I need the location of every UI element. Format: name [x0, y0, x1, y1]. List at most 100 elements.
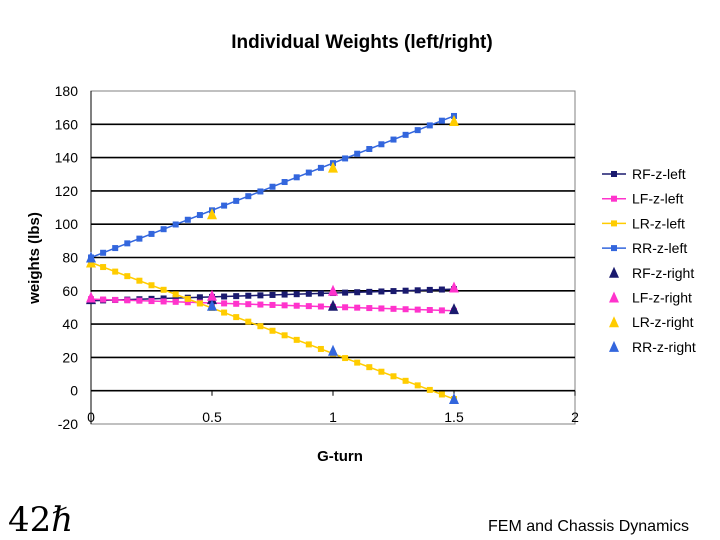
data-point — [426, 307, 433, 314]
x-tick-label: 2 — [571, 409, 579, 425]
x-axis-label: G-turn — [317, 448, 363, 465]
data-point — [449, 114, 459, 126]
data-point — [100, 264, 107, 271]
data-point — [305, 303, 312, 310]
x-tick-label: 1.5 — [444, 409, 464, 425]
data-point — [328, 344, 338, 356]
data-point — [124, 273, 131, 280]
data-point — [257, 188, 264, 195]
data-point — [148, 230, 155, 237]
data-point — [305, 341, 312, 348]
data-point — [414, 127, 421, 134]
data-point — [305, 169, 312, 176]
data-point — [328, 161, 338, 173]
data-point — [136, 297, 143, 304]
data-point — [438, 307, 445, 314]
legend-label: RF-z-left — [632, 166, 686, 182]
data-point — [366, 305, 373, 312]
legend-label: LF-z-right — [632, 290, 692, 306]
data-point — [426, 122, 433, 129]
x-tick-label: 0.5 — [202, 409, 222, 425]
data-point — [438, 286, 445, 293]
data-point — [281, 179, 288, 186]
data-point — [112, 296, 119, 303]
data-point — [354, 150, 361, 157]
legend-item: RR-z-left — [602, 240, 687, 256]
legend-label: LR-z-left — [632, 215, 685, 231]
data-point — [342, 155, 349, 162]
legend-swatch-marker — [611, 195, 617, 202]
data-point — [354, 359, 361, 366]
data-point — [317, 164, 324, 171]
data-point — [449, 281, 459, 293]
data-point — [233, 314, 240, 321]
y-tick-label: 120 — [55, 183, 79, 199]
data-point — [402, 131, 409, 138]
data-point — [221, 300, 228, 307]
data-point — [112, 268, 119, 275]
plot-area: -20 0 20 40 60 80 100 120 140 160 180 0 0.5 1 1.5 2 — [55, 83, 579, 432]
data-point — [305, 290, 312, 297]
legend-item: RF-z-right — [609, 265, 694, 281]
data-point — [317, 303, 324, 310]
data-point — [257, 323, 264, 330]
data-point — [390, 288, 397, 295]
data-point — [245, 193, 252, 200]
data-point — [207, 299, 217, 311]
data-point — [269, 183, 276, 190]
data-point — [402, 377, 409, 384]
data-point — [172, 295, 179, 302]
legend-item: LF-z-right — [609, 290, 692, 306]
data-point — [160, 298, 167, 305]
data-point — [317, 345, 324, 352]
data-point — [148, 282, 155, 289]
data-point — [112, 245, 119, 252]
data-point — [293, 302, 300, 309]
data-point — [342, 304, 349, 311]
data-point — [172, 291, 179, 298]
legend-item: RR-z-right — [609, 339, 696, 355]
legend-swatch-marker — [609, 340, 619, 352]
data-point — [366, 145, 373, 152]
data-point — [402, 306, 409, 313]
legend-swatch-marker — [609, 291, 619, 303]
series-rr-z-left — [88, 112, 457, 261]
data-point — [221, 202, 228, 209]
series-rr-z-right — [86, 251, 459, 405]
legend-item: LF-z-left — [602, 191, 683, 207]
data-point — [354, 304, 361, 311]
legend: RF-z-left LF-z-left LR-z-left RR-z-left RF-z… — [602, 166, 696, 355]
data-point — [124, 240, 131, 247]
y-tick-label: 40 — [62, 316, 78, 332]
legend-item: RF-z-left — [602, 166, 686, 182]
legend-swatch-marker — [611, 220, 617, 227]
data-point — [378, 141, 385, 148]
data-point — [160, 286, 167, 293]
y-tick-label: 60 — [62, 283, 78, 299]
legend-swatch-marker — [611, 171, 617, 177]
data-point — [207, 289, 217, 301]
y-tick-label: 20 — [62, 349, 78, 365]
data-point — [293, 291, 300, 298]
y-tick-label: 160 — [55, 116, 79, 132]
legend-label: RR-z-right — [632, 339, 696, 355]
data-point — [414, 306, 421, 313]
data-point — [160, 226, 167, 233]
y-tick-label: 0 — [70, 383, 78, 399]
data-point — [257, 292, 264, 299]
footer-text: FEM and Chassis Dynamics — [488, 518, 689, 535]
data-point — [196, 300, 203, 307]
data-point — [233, 300, 240, 307]
data-point — [390, 136, 397, 143]
slide-number-mark: ℏ — [51, 500, 74, 540]
data-point — [426, 286, 433, 293]
y-tick-label: -20 — [58, 416, 78, 432]
data-point — [136, 277, 143, 284]
data-point — [449, 303, 459, 315]
data-point — [402, 287, 409, 294]
y-tick-label: 140 — [55, 150, 79, 166]
data-point — [354, 289, 361, 296]
data-point — [86, 291, 96, 303]
legend-label: LR-z-right — [632, 314, 694, 330]
data-point — [184, 299, 191, 306]
